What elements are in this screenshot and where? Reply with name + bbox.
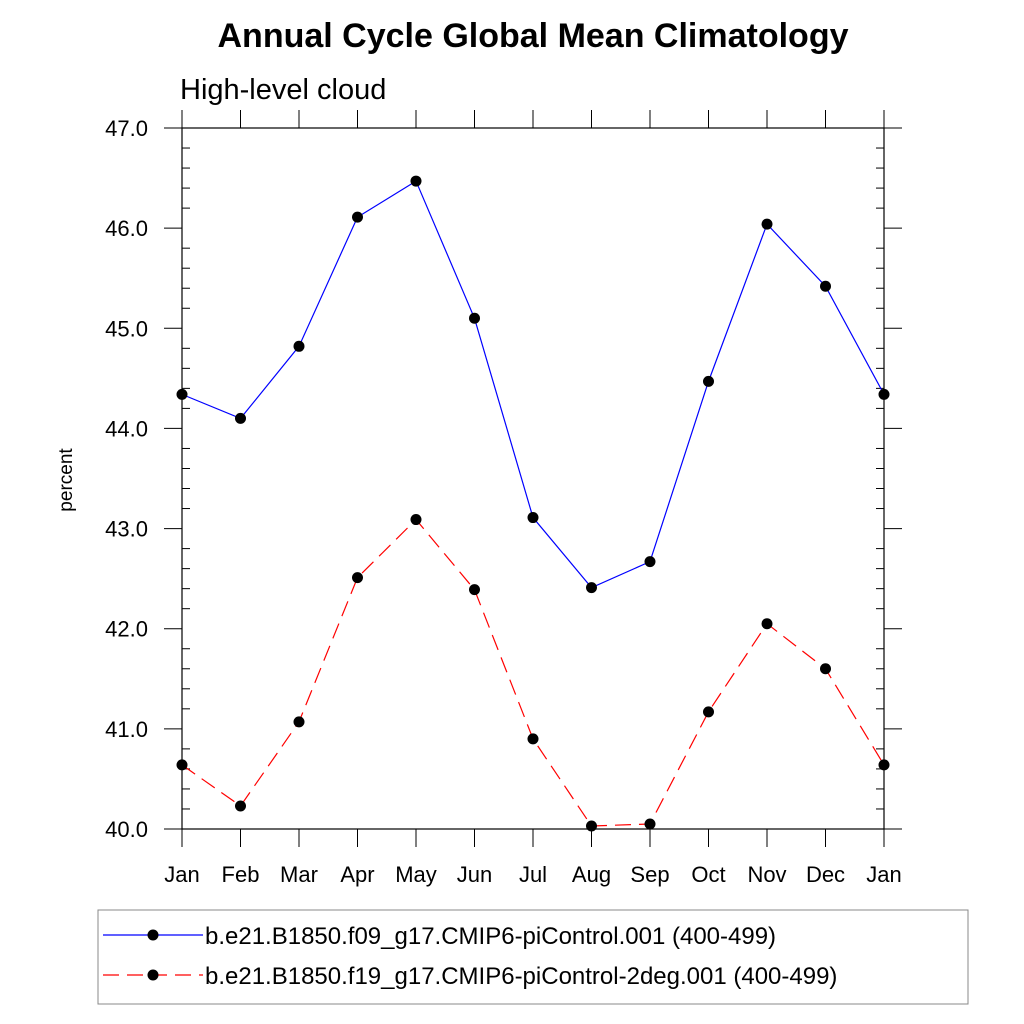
y-tick-label: 44.0 (105, 416, 148, 441)
chart-title: Annual Cycle Global Mean Climatology (218, 17, 849, 55)
series-line-2 (181, 518, 885, 827)
x-tick-label: Apr (340, 862, 374, 887)
series-1-point (820, 280, 831, 292)
x-tick-label: May (395, 862, 437, 887)
legend-label-2: b.e21.B1850.f19_g17.CMIP6-piControl-2deg… (205, 963, 837, 990)
series-1-point (352, 211, 363, 223)
axis-ticks (164, 110, 902, 847)
x-tick-label: Sep (630, 862, 669, 887)
y-tick-label: 47.0 (105, 116, 148, 141)
series-1-point (293, 340, 305, 352)
x-tick-label: Jan (866, 862, 901, 887)
series-2-point (586, 820, 597, 832)
y-axis-label: percent (56, 448, 77, 512)
legend-marker-2 (147, 969, 159, 981)
legend: b.e21.B1850.f09_g17.CMIP6-piControl.001 … (97, 909, 969, 1005)
y-tick-label: 43.0 (105, 517, 148, 542)
series-2-point (293, 716, 305, 728)
x-tick-labels: Jan Feb Mar Apr May Jun Jul Aug Sep Oct Nov Dec Jan (164, 862, 901, 887)
plot-frame (181, 127, 885, 830)
series-1-point (644, 556, 656, 568)
y-tick-label: 45.0 (105, 316, 148, 341)
series-2-point (703, 706, 714, 718)
series-2-point (527, 733, 539, 745)
series-2-point (644, 818, 656, 830)
y-tick-labels: 40.0 41.0 42.0 43.0 44.0 45.0 46.0 47.0 (105, 116, 148, 842)
x-tick-label: Jul (519, 862, 547, 887)
series-1-point (878, 388, 890, 400)
series-2-point (176, 759, 188, 771)
series-2-point (820, 663, 831, 675)
y-tick-label: 41.0 (105, 717, 148, 742)
series-1-point (176, 388, 188, 400)
series-2-point (469, 584, 480, 596)
series-2-point (410, 514, 422, 526)
series-2-point (235, 800, 246, 812)
x-tick-label: Jun (457, 862, 492, 887)
series-2-point (352, 572, 363, 584)
x-tick-label: Nov (747, 862, 786, 887)
x-tick-label: Oct (691, 862, 725, 887)
series-layer (176, 175, 890, 832)
legend-box (97, 909, 969, 1005)
y-tick-label: 40.0 (105, 817, 148, 842)
series-1-point (586, 582, 597, 594)
series-2-point (878, 759, 890, 771)
chart-subtitle: High-level cloud (180, 74, 386, 106)
legend-label-1: b.e21.B1850.f09_g17.CMIP6-piControl.001 … (205, 923, 776, 950)
x-tick-label: Mar (280, 862, 318, 887)
legend-marker-1 (147, 929, 159, 941)
x-tick-label: Dec (806, 862, 845, 887)
series-1-point (469, 312, 480, 324)
series-line-1 (181, 180, 885, 589)
x-tick-label: Feb (222, 862, 260, 887)
series-1-point (410, 175, 422, 187)
series-1-point (761, 218, 773, 230)
x-tick-label: Aug (572, 862, 611, 887)
plot-border (181, 127, 885, 830)
series-1-point (527, 512, 539, 524)
series-1-point (703, 375, 714, 387)
series-2-point (761, 618, 773, 630)
series-1-point (235, 412, 246, 424)
y-tick-label: 42.0 (105, 617, 148, 642)
y-tick-label: 46.0 (105, 216, 148, 241)
x-tick-label: Jan (164, 862, 199, 887)
